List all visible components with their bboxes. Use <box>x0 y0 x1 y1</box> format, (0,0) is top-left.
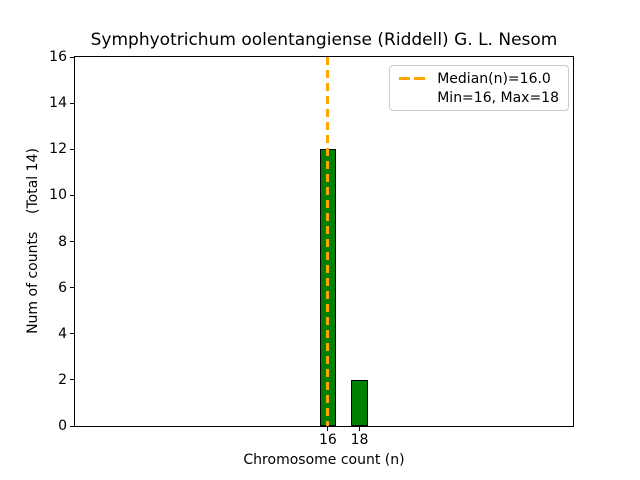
y-tick-label: 6 <box>58 279 67 296</box>
dashed-line-icon <box>399 77 426 80</box>
y-tick-mark <box>70 333 74 335</box>
y-tick-label: 12 <box>49 141 67 158</box>
y-tick-label: 4 <box>58 325 67 342</box>
median-line <box>326 57 330 426</box>
legend-handle-median <box>399 77 427 80</box>
y-tick-label: 14 <box>49 95 67 112</box>
x-tick-label: 18 <box>350 432 369 448</box>
y-tick-label: 8 <box>58 233 67 250</box>
y-tick-mark <box>70 379 74 381</box>
x-tick-mark <box>327 426 329 431</box>
legend-row-minmax: Min=16, Max=18 <box>399 88 559 107</box>
legend-row-median: Median(n)=16.0 <box>399 69 559 88</box>
x-tick-label: 16 <box>319 432 337 448</box>
legend-label-median: Median(n)=16.0 <box>437 70 551 87</box>
legend: Median(n)=16.0 Min=16, Max=18 <box>389 65 569 111</box>
y-tick-mark <box>70 56 74 58</box>
x-tick-mark <box>359 426 361 431</box>
y-tick-mark <box>70 148 74 150</box>
y-tick-label: 2 <box>58 371 67 388</box>
y-tick-mark <box>70 102 74 104</box>
y-tick-label: 10 <box>49 187 67 204</box>
bar <box>351 379 368 426</box>
x-axis-label: Chromosome count (n) <box>243 452 405 468</box>
y-tick-label: 16 <box>49 49 67 65</box>
plot-area: Symphyotrichum oolentangiense (Riddell) … <box>25 30 574 468</box>
y-tick-mark <box>70 241 74 242</box>
y-tick-label: 0 <box>58 418 67 434</box>
chart-title: Symphyotrichum oolentangiense (Riddell) … <box>90 30 558 50</box>
y-tick-mark <box>70 425 74 427</box>
y-tick-mark <box>70 194 74 196</box>
y-tick-mark <box>70 287 74 289</box>
legend-label-minmax: Min=16, Max=18 <box>437 89 559 106</box>
